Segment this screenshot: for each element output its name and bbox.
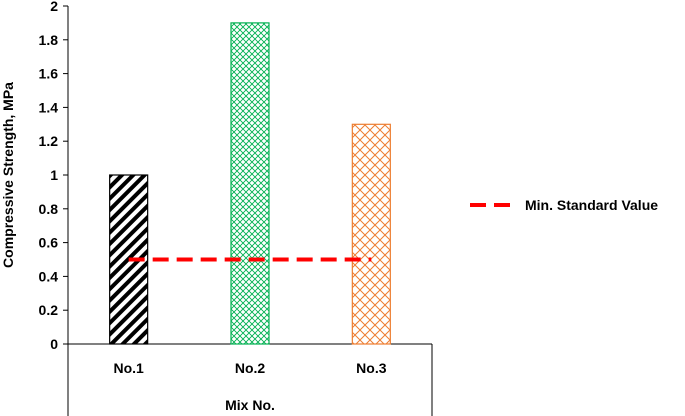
y-tick-label: 0.8 xyxy=(39,201,59,217)
legend-label: Min. Standard Value xyxy=(525,197,658,213)
y-tick-label: 1.8 xyxy=(39,32,59,48)
x-tick-label: No.1 xyxy=(113,360,144,376)
y-tick-label: 1.4 xyxy=(39,99,59,115)
y-tick-label: 0 xyxy=(50,336,58,352)
bar-no3 xyxy=(351,123,391,345)
bars xyxy=(109,22,391,345)
y-axis-title: Compressive Strength, MPa xyxy=(0,82,16,268)
y-tick-label: 0.4 xyxy=(39,268,59,284)
y-axis: 0 0.2 0.4 0.6 0.8 1 1.2 1.4 1.6 1.8 2 xyxy=(39,0,69,352)
bar-no2 xyxy=(230,22,270,345)
legend: Min. Standard Value xyxy=(470,197,658,213)
y-tick-label: 1 xyxy=(50,167,58,183)
x-axis-title: Mix No. xyxy=(225,397,275,413)
y-tick-label: 1.2 xyxy=(39,133,59,149)
x-tick-label: No.2 xyxy=(235,360,266,376)
x-tick-label: No.3 xyxy=(356,360,387,376)
y-tick-label: 1.6 xyxy=(39,66,59,82)
y-tick-label: 0.6 xyxy=(39,235,59,251)
y-tick-label: 0.2 xyxy=(39,302,59,318)
y-tick-label: 2 xyxy=(50,0,58,14)
